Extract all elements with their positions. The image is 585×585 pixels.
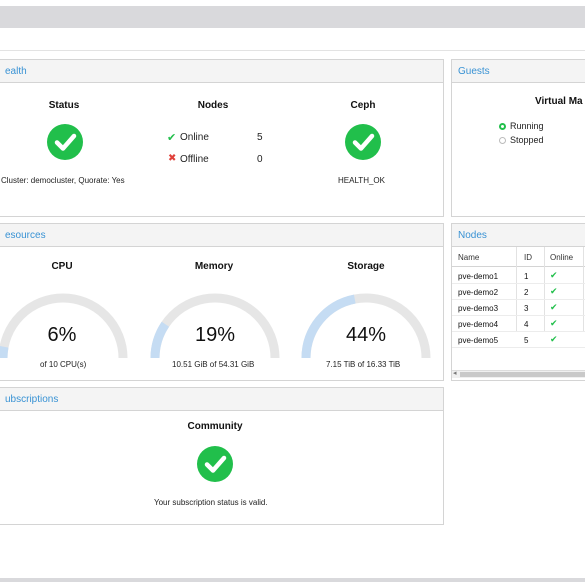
ceph-title: Ceph <box>350 100 376 111</box>
nodes-title: Nodes <box>197 100 229 111</box>
node-id: 4 <box>524 320 529 329</box>
toolbar-divider <box>0 50 585 51</box>
check-icon: ✔ <box>550 270 558 280</box>
storage-gauge <box>301 293 431 359</box>
column-header-name[interactable]: Name <box>458 253 480 262</box>
check-icon: ✔ <box>550 286 558 296</box>
table-row[interactable]: pve-demo1 1 ✔ <box>452 268 585 284</box>
check-icon: ✔ <box>550 318 558 328</box>
column-header-online[interactable]: Online <box>550 253 574 262</box>
node-name: pve-demo5 <box>458 336 499 345</box>
running-label: Running <box>510 121 544 131</box>
bottom-status-bar <box>0 578 585 582</box>
stopped-dot-icon <box>499 137 506 144</box>
memory-title: Memory <box>194 261 234 272</box>
cpu-value: 6% <box>47 324 77 346</box>
health-panel: ealth Status Cluster: democluster, Quora… <box>0 59 444 217</box>
column-separator <box>516 247 517 331</box>
table-row[interactable]: pve-demo4 4 ✔ <box>452 316 585 332</box>
memory-gauge <box>150 293 280 359</box>
nodes-panel-header: Nodes <box>452 224 585 247</box>
cluster-status-text: Cluster: democluster, Quorate: Yes <box>1 176 125 185</box>
ceph-check-circle-icon <box>345 124 381 160</box>
subscription-check-circle-icon <box>197 446 233 482</box>
top-toolbar <box>0 6 585 28</box>
node-id: 1 <box>524 272 529 281</box>
cpu-gauge <box>0 293 128 359</box>
nodes-panel: Nodes Name ID Online pve-demo1 1 ✔ pve-d… <box>451 223 585 381</box>
ceph-status-text[interactable]: HEALTH_OK <box>338 176 385 185</box>
guests-panel-header: Guests <box>452 60 585 83</box>
resources-panel-header: esources <box>0 224 443 247</box>
check-icon: ✔ <box>550 302 558 312</box>
memory-subtext: 10.51 GiB of 54.31 GiB <box>172 360 255 369</box>
resources-panel: esources CPU 6% of 10 CPU(s) Memory 19% … <box>0 223 444 381</box>
table-row[interactable]: pve-demo5 5 ✔ <box>452 332 585 348</box>
column-separator <box>544 247 545 331</box>
column-header-id[interactable]: ID <box>524 253 532 262</box>
horizontal-scrollbar[interactable]: ◂ <box>452 370 585 378</box>
storage-title: Storage <box>347 261 385 272</box>
subscription-status-text: Your subscription status is valid. <box>154 498 268 507</box>
subscriptions-panel: ubscriptions Community Your subscription… <box>0 387 444 525</box>
virtual-machines-title: Virtual Ma <box>535 96 583 107</box>
node-name: pve-demo3 <box>458 304 499 313</box>
scrollbar-thumb[interactable] <box>460 372 585 377</box>
running-dot-icon <box>499 123 506 130</box>
node-name: pve-demo4 <box>458 320 499 329</box>
column-separator <box>583 247 584 331</box>
guests-panel: Guests Virtual Ma Running Stopped <box>451 59 585 217</box>
table-row[interactable]: pve-demo2 2 ✔ <box>452 284 585 300</box>
offline-label: Offline <box>180 154 209 165</box>
node-id: 2 <box>524 288 529 297</box>
stopped-label: Stopped <box>510 135 544 145</box>
memory-gauge-fill <box>150 321 170 359</box>
offline-count: 0 <box>257 154 263 165</box>
check-icon: ✔ <box>167 132 177 144</box>
table-row[interactable]: pve-demo3 3 ✔ <box>452 300 585 316</box>
online-count: 5 <box>257 132 263 143</box>
cpu-title: CPU <box>51 261 73 272</box>
status-check-circle-icon <box>47 124 83 160</box>
cpu-gauge-track <box>0 293 128 359</box>
memory-value: 19% <box>194 324 236 346</box>
subscription-level-title: Community <box>187 421 243 432</box>
storage-subtext: 7.15 TiB of 16.33 TiB <box>326 360 401 369</box>
storage-value: 44% <box>345 324 387 346</box>
node-id: 3 <box>524 304 529 313</box>
subscriptions-panel-header: ubscriptions <box>0 388 443 411</box>
node-name: pve-demo2 <box>458 288 499 297</box>
health-panel-header: ealth <box>0 60 443 83</box>
check-icon: ✔ <box>550 334 558 344</box>
times-icon: ✖ <box>168 153 177 164</box>
cpu-gauge-fill <box>0 345 9 359</box>
node-id: 5 <box>524 336 529 345</box>
online-label: Online <box>180 132 209 143</box>
cpu-subtext: of 10 CPU(s) <box>40 360 87 369</box>
status-title: Status <box>48 100 80 111</box>
scroll-left-arrow-icon[interactable]: ◂ <box>453 370 457 377</box>
storage-gauge-fill <box>301 294 356 359</box>
nodes-grid-header: Name ID Online <box>452 247 585 267</box>
node-name: pve-demo1 <box>458 272 499 281</box>
